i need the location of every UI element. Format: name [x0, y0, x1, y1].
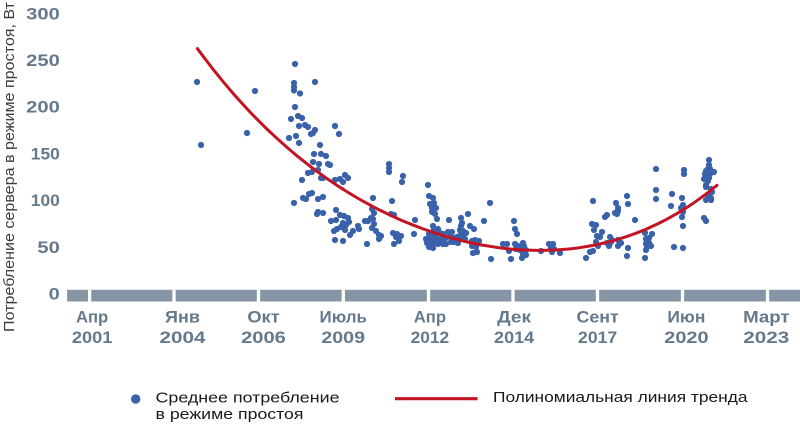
svg-text:2006: 2006	[241, 328, 286, 347]
svg-text:2020: 2020	[664, 328, 708, 347]
svg-text:2014: 2014	[494, 328, 535, 347]
svg-text:Июн: Июн	[667, 308, 705, 327]
svg-text:200: 200	[26, 98, 60, 117]
svg-text:Апр: Апр	[76, 308, 108, 327]
svg-text:0: 0	[49, 285, 60, 304]
svg-text:2009: 2009	[321, 328, 365, 347]
svg-text:Сент: Сент	[577, 308, 619, 327]
svg-text:2004: 2004	[160, 328, 207, 347]
svg-text:Среднее потребление: Среднее потребление	[156, 390, 340, 406]
svg-text:Окт: Окт	[247, 308, 279, 327]
svg-text:50: 50	[37, 238, 59, 257]
svg-text:Янв: Янв	[165, 308, 200, 327]
svg-text:150: 150	[31, 144, 60, 163]
svg-text:Апр: Апр	[414, 308, 446, 327]
svg-text:Март: Март	[743, 308, 789, 327]
svg-text:2012: 2012	[411, 328, 450, 347]
svg-text:Потребление сервера в режиме п: Потребление сервера в режиме простоя, Вт	[1, 2, 18, 332]
svg-text:2023: 2023	[743, 328, 789, 347]
svg-text:300: 300	[26, 4, 60, 23]
svg-text:Июль: Июль	[320, 308, 367, 327]
svg-text:100: 100	[31, 191, 60, 210]
svg-text:Полиномиальная линия тренда: Полиномиальная линия тренда	[493, 390, 749, 406]
svg-text:2001: 2001	[72, 328, 113, 347]
svg-text:Дек: Дек	[497, 308, 531, 327]
svg-text:250: 250	[26, 51, 60, 70]
svg-text:2017: 2017	[578, 328, 617, 347]
svg-text:в режиме простоя: в режиме простоя	[156, 407, 304, 423]
